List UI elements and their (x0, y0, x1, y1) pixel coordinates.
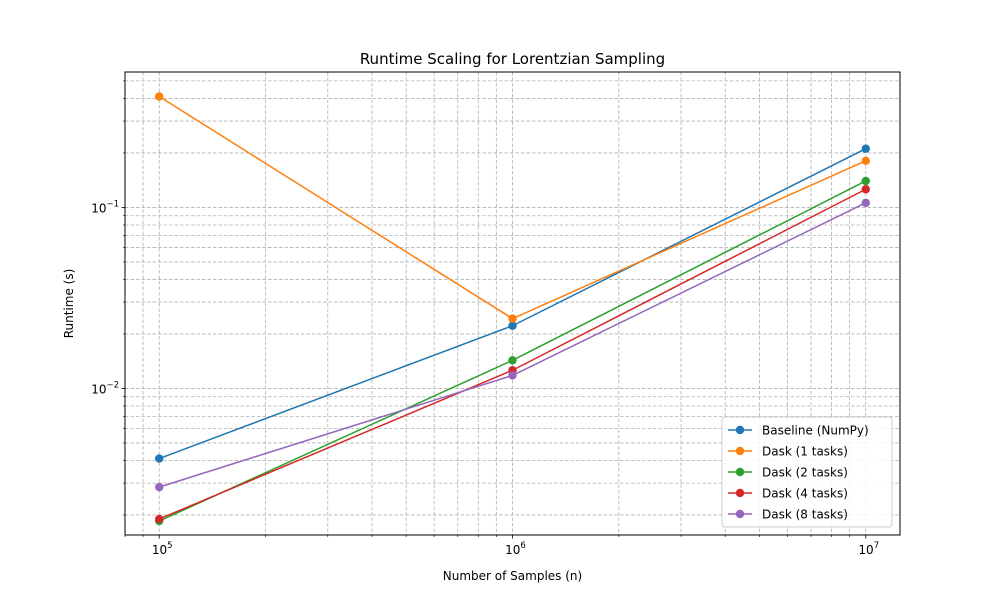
legend-box (721, 416, 893, 528)
series-layer (155, 92, 870, 526)
series-0 (155, 144, 870, 463)
x-tick-label: 107 (858, 541, 879, 557)
data-point (155, 92, 164, 101)
legend-entry: Dask (8 tasks) (728, 508, 848, 522)
data-point (861, 156, 870, 165)
data-point (508, 371, 517, 380)
legend-marker (735, 467, 745, 477)
legend-marker (735, 425, 745, 435)
x-axis-label: Number of Samples (n) (443, 569, 582, 583)
data-point (861, 176, 870, 186)
legend-entry: Dask (2 tasks) (728, 466, 848, 480)
legend-marker (735, 488, 745, 498)
legend-entry: Baseline (NumPy) (728, 424, 869, 438)
x-tick-label: 105 (152, 541, 173, 557)
legend-marker (735, 509, 745, 519)
legend-marker (735, 446, 745, 456)
data-point (155, 454, 164, 463)
legend-label: Dask (2 tasks) (762, 466, 848, 480)
data-point (861, 144, 870, 153)
legend-label: Dask (4 tasks) (762, 487, 848, 501)
legend-label: Baseline (NumPy) (762, 424, 869, 438)
legend-entry: Dask (1 tasks) (728, 445, 848, 459)
data-point (861, 198, 870, 208)
data-point (508, 314, 517, 323)
legend: Baseline (NumPy) Dask (1 tasks) Dask (2 ta… (721, 416, 893, 528)
y-axis-label: Runtime (s) (62, 269, 76, 339)
legend-label: Dask (1 tasks) (762, 445, 848, 459)
series-4 (155, 198, 870, 492)
chart-title: Runtime Scaling for Lorentzian Sampling (360, 50, 665, 68)
data-point (155, 514, 164, 524)
legend-entry: Dask (4 tasks) (728, 487, 848, 501)
x-tick-label: 106 (505, 541, 526, 557)
ticks: 105 106 107 10−2 10−1 (91, 80, 879, 557)
data-point (861, 185, 870, 194)
data-point (508, 356, 517, 365)
series-1 (155, 92, 870, 323)
data-point (508, 321, 517, 330)
legend-label: Dask (8 tasks) (762, 508, 848, 522)
y-tick-label: 10−1 (91, 199, 119, 215)
data-point (155, 482, 164, 492)
y-tick-label: 10−2 (91, 380, 119, 396)
